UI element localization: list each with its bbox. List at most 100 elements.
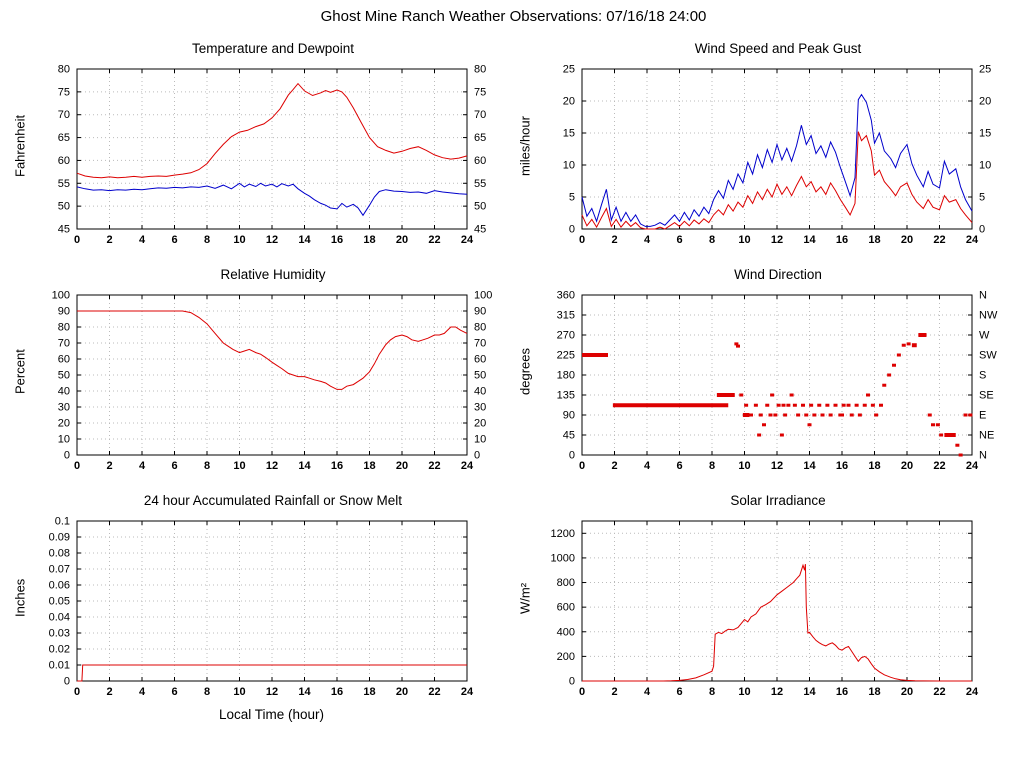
svg-text:10: 10 (738, 460, 750, 472)
svg-text:0.1: 0.1 (54, 516, 69, 528)
svg-text:22: 22 (428, 686, 440, 698)
svg-text:2: 2 (611, 234, 617, 246)
svg-text:20: 20 (900, 234, 912, 246)
svg-text:8: 8 (708, 234, 714, 246)
page-title: Ghost Mine Ranch Weather Observations: 0… (320, 8, 707, 25)
svg-text:6: 6 (676, 234, 682, 246)
svg-text:12: 12 (265, 234, 277, 246)
chart-title-solar: Solar Irradiance (730, 493, 826, 508)
svg-text:75: 75 (474, 86, 486, 98)
svg-text:2: 2 (106, 686, 112, 698)
svg-text:16: 16 (330, 234, 342, 246)
svg-text:18: 18 (363, 460, 375, 472)
svg-text:10: 10 (979, 160, 991, 172)
svg-text:80: 80 (57, 322, 69, 334)
chart-title-temperature: Temperature and Dewpoint (191, 41, 355, 56)
svg-text:0: 0 (73, 686, 79, 698)
svg-text:60: 60 (474, 354, 486, 366)
svg-text:14: 14 (803, 686, 816, 698)
y-axis-label-miles-per-hour: miles/hour (517, 116, 532, 176)
svg-text:14: 14 (298, 234, 311, 246)
svg-text:0: 0 (73, 234, 79, 246)
svg-text:12: 12 (770, 686, 782, 698)
svg-text:50: 50 (57, 201, 69, 213)
svg-text:40: 40 (57, 386, 69, 398)
svg-text:90: 90 (562, 410, 574, 422)
y-axis-label-watts: W/m² (517, 582, 532, 614)
svg-text:0.07: 0.07 (48, 564, 69, 576)
svg-text:80: 80 (57, 64, 69, 76)
svg-text:16: 16 (835, 686, 847, 698)
svg-text:18: 18 (363, 686, 375, 698)
svg-text:25: 25 (979, 64, 991, 76)
svg-text:55: 55 (474, 178, 486, 190)
svg-text:16: 16 (835, 234, 847, 246)
svg-text:12: 12 (265, 460, 277, 472)
svg-text:60: 60 (57, 155, 69, 167)
svg-text:24: 24 (460, 686, 473, 698)
svg-text:6: 6 (676, 460, 682, 472)
panel-relative-humidity: Relative Humidity Percent 0 2 4 6 8 10 12 14 16 1… (9, 265, 514, 481)
svg-text:0: 0 (578, 234, 584, 246)
svg-text:10: 10 (562, 160, 574, 172)
y-axis-label-fahrenheit: Fahrenheit (12, 114, 27, 178)
svg-text:0.06: 0.06 (48, 580, 69, 592)
svg-text:45: 45 (474, 224, 486, 236)
svg-text:270: 270 (556, 330, 574, 342)
svg-text:20: 20 (57, 418, 69, 430)
svg-text:360: 360 (556, 290, 574, 302)
svg-text:600: 600 (556, 602, 574, 614)
svg-text:12: 12 (770, 234, 782, 246)
svg-text:90: 90 (474, 306, 486, 318)
svg-text:45: 45 (57, 224, 69, 236)
svg-text:10: 10 (738, 686, 750, 698)
svg-text:10: 10 (233, 686, 245, 698)
svg-text:40: 40 (474, 386, 486, 398)
svg-text:18: 18 (868, 460, 880, 472)
svg-text:N: N (979, 450, 987, 462)
panel-rainfall: 24 hour Accumulated Rainfall or Snow Mel… (9, 491, 514, 727)
svg-text:0: 0 (568, 224, 574, 236)
svg-text:18: 18 (868, 234, 880, 246)
svg-text:20: 20 (900, 460, 912, 472)
svg-text:16: 16 (330, 686, 342, 698)
svg-text:0: 0 (578, 686, 584, 698)
svg-text:65: 65 (474, 132, 486, 144)
svg-text:80: 80 (474, 322, 486, 334)
svg-text:0.02: 0.02 (48, 644, 69, 656)
svg-text:180: 180 (556, 370, 574, 382)
svg-text:315: 315 (556, 310, 574, 322)
svg-text:2: 2 (106, 460, 112, 472)
y-axis-label-inches: Inches (12, 578, 27, 618)
svg-text:24: 24 (965, 460, 978, 472)
svg-text:22: 22 (933, 234, 945, 246)
svg-text:SE: SE (979, 390, 994, 402)
svg-text:12: 12 (770, 460, 782, 472)
svg-text:6: 6 (171, 460, 177, 472)
svg-text:0: 0 (73, 460, 79, 472)
svg-text:4: 4 (138, 460, 145, 472)
svg-text:20: 20 (395, 460, 407, 472)
svg-text:75: 75 (57, 86, 69, 98)
svg-text:14: 14 (803, 460, 816, 472)
svg-text:S: S (979, 370, 986, 382)
svg-text:100: 100 (474, 290, 492, 302)
svg-text:4: 4 (138, 234, 145, 246)
svg-text:22: 22 (428, 460, 440, 472)
svg-text:0: 0 (979, 224, 985, 236)
svg-text:70: 70 (474, 109, 486, 121)
rainfall-chart: 0 2 4 6 8 10 12 14 16 18 20 22 2400.010.020.030.040.… (48, 516, 473, 699)
svg-text:22: 22 (428, 234, 440, 246)
panel-wind-direction: Wind Direction degrees 0 2 4 6 8 10 12 14 16 18 20… (514, 265, 1019, 481)
svg-text:20: 20 (395, 686, 407, 698)
svg-text:0.08: 0.08 (48, 548, 69, 560)
svg-text:NE: NE (979, 430, 994, 442)
svg-text:10: 10 (738, 234, 750, 246)
svg-text:24: 24 (460, 460, 473, 472)
svg-text:50: 50 (57, 370, 69, 382)
